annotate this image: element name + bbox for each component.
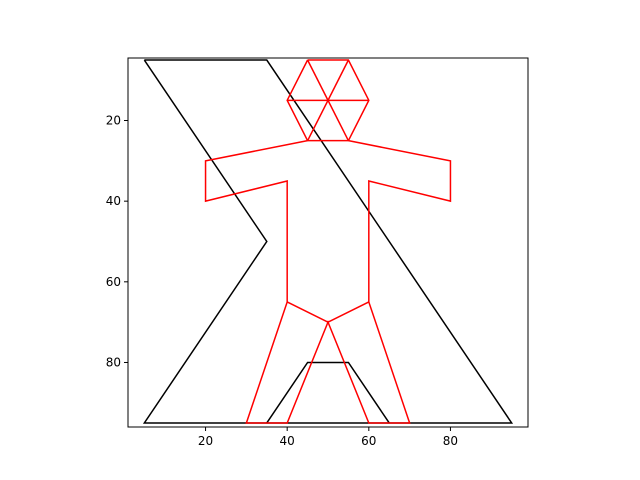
x-tick-label: 40 [280, 434, 295, 448]
series-0-line-0 [142, 59, 514, 424]
series-layer [142, 59, 514, 424]
y-tick-label: 20 [106, 114, 121, 128]
x-axis-ticks: 20 40 60 80 [198, 427, 458, 448]
series-1 [204, 59, 452, 424]
y-tick-label: 80 [106, 355, 121, 369]
series-0-line-1 [266, 361, 390, 424]
x-tick-label: 60 [361, 434, 376, 448]
x-tick-label: 80 [443, 434, 458, 448]
plot-frame [127, 57, 529, 428]
series-1-line-3 [306, 59, 350, 142]
y-tick-label: 60 [106, 275, 121, 289]
x-tick-label: 20 [198, 434, 213, 448]
series-0 [142, 59, 514, 424]
y-tick-label: 40 [106, 194, 121, 208]
series-1-line-5 [286, 301, 370, 323]
y-axis-ticks: 20 40 60 80 [106, 114, 128, 369]
